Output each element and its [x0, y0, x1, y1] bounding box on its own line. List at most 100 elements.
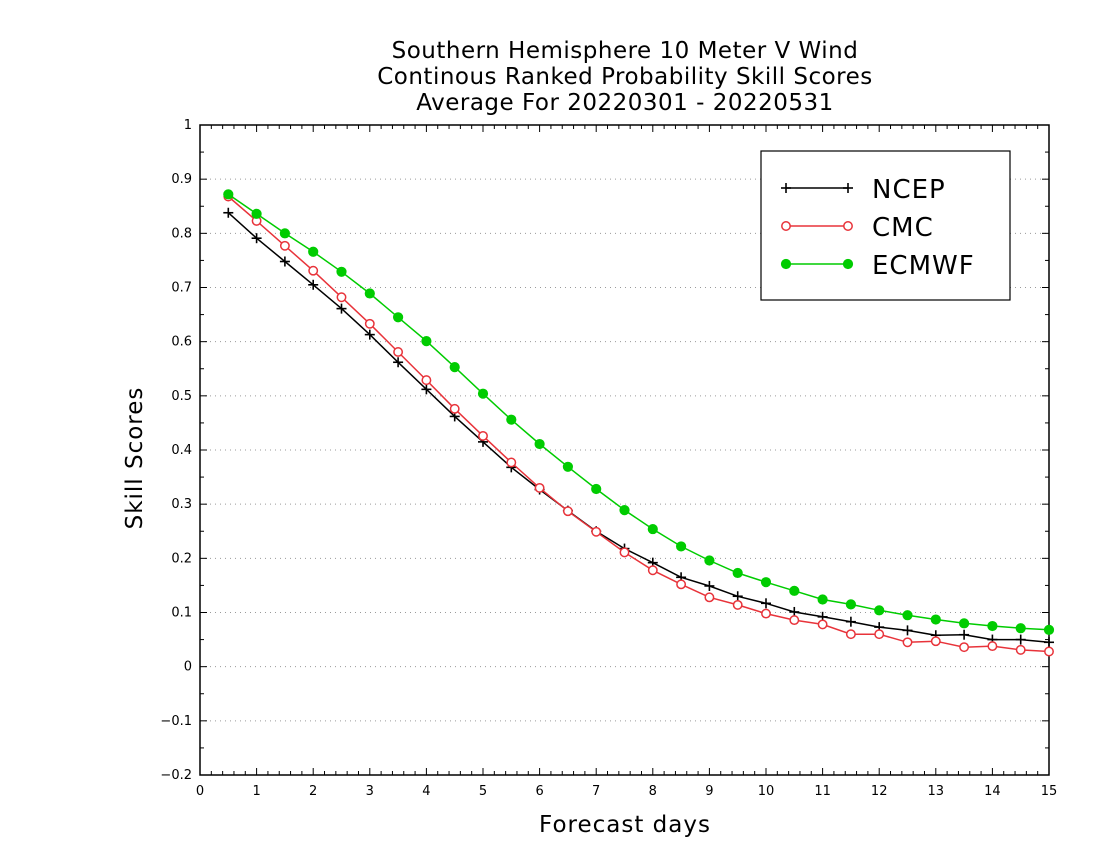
legend-marker-ncep	[781, 183, 791, 193]
y-tick-label: 0.3	[171, 497, 192, 512]
data-point-cmc	[761, 608, 771, 619]
legend-item-cmc: CMC	[781, 213, 934, 243]
legend-item-ecmwf: ECMWF	[780, 251, 975, 281]
x-tick-label: 8	[649, 784, 657, 799]
data-point-ecmwf	[534, 438, 545, 450]
data-point-ecmwf	[591, 483, 602, 495]
data-point-cmc	[902, 637, 913, 648]
data-point-ecmwf	[308, 246, 319, 257]
x-tick-label: 14	[984, 784, 1001, 799]
x-tick-label: 2	[309, 784, 317, 799]
data-point-ncep	[761, 598, 771, 609]
data-point-ncep	[421, 384, 432, 395]
data-point-ecmwf	[845, 599, 857, 610]
x-tick-label: 15	[1041, 784, 1058, 799]
legend-marker-cmc	[843, 221, 853, 231]
data-point-cmc	[789, 615, 800, 626]
y-tick-label: 0.1	[171, 606, 192, 621]
x-tick-label: 12	[871, 784, 888, 799]
data-point-cmc	[1015, 644, 1026, 655]
x-tick-label: 5	[479, 784, 487, 799]
legend-label-cmc: CMC	[872, 213, 934, 243]
data-point-cmc	[676, 579, 687, 590]
series-layer	[223, 189, 1055, 657]
legend-label-ecmwf: ECMWF	[872, 251, 975, 281]
series-ecmwf	[223, 189, 1055, 635]
data-point-cmc	[1044, 646, 1054, 657]
axes: −0.2 −0.1 0 0.1 0.2 0.3 0.4 0.5 0.6 0.7 0.8 0.9 1 0 1 2…	[160, 118, 1057, 799]
y-tick-label: 0.4	[171, 443, 192, 458]
series-line-ncep	[227, 212, 1050, 644]
y-tick-label: 0.9	[171, 172, 192, 187]
data-point-ecmwf	[1015, 623, 1026, 634]
y-tick-label: −0.2	[160, 768, 192, 783]
data-point-ncep	[959, 629, 970, 640]
data-point-ncep	[364, 329, 375, 340]
data-point-ncep	[704, 580, 715, 591]
x-tick-label: 11	[814, 784, 831, 799]
data-point-ncep	[902, 625, 913, 636]
data-point-cmc	[704, 592, 715, 603]
y-tick-label: 0.7	[171, 281, 192, 296]
legend-marker-ecmwf	[780, 258, 792, 270]
y-tick-label: 0.2	[171, 551, 192, 566]
legend-marker-ecmwf	[842, 258, 854, 270]
y-tick-label: 0.5	[171, 389, 192, 404]
data-point-ecmwf	[619, 505, 630, 516]
data-point-ecmwf	[817, 594, 828, 605]
chart-title-line-2: Continous Ranked Probability Skill Score…	[377, 64, 873, 90]
data-point-ncep	[1044, 637, 1054, 648]
data-point-ecmwf	[336, 266, 347, 277]
x-tick-label: 9	[705, 784, 713, 799]
data-point-ecmwf	[789, 585, 800, 596]
data-point-ecmwf	[506, 414, 517, 425]
x-tick-label: 4	[422, 784, 430, 799]
data-point-cmc	[421, 375, 432, 386]
data-point-ecmwf	[223, 189, 234, 200]
data-point-cmc	[534, 482, 545, 493]
data-point-cmc	[845, 629, 856, 640]
chart-title-line-1: Southern Hemisphere 10 Meter V Wind	[391, 38, 859, 64]
x-tick-label: 3	[366, 784, 374, 799]
data-point-cmc	[959, 642, 970, 653]
data-point-ecmwf	[364, 288, 375, 299]
data-point-ecmwf	[874, 605, 885, 616]
data-point-ncep	[279, 256, 290, 267]
data-point-ncep	[251, 233, 262, 244]
legend-marker-cmc	[781, 221, 791, 231]
data-point-ecmwf	[562, 461, 574, 472]
data-point-ecmwf	[393, 312, 404, 323]
data-point-cmc	[647, 565, 658, 576]
data-point-cmc	[732, 599, 743, 610]
legend-item-ncep: NCEP	[781, 175, 945, 205]
y-tick-label: −0.1	[160, 714, 192, 729]
y-tick-label: 0.8	[171, 226, 192, 241]
data-point-ecmwf	[477, 388, 489, 399]
x-tick-label: 7	[592, 784, 600, 799]
data-point-cmc	[874, 629, 885, 640]
data-point-ncep	[308, 279, 319, 290]
data-point-cmc	[591, 526, 602, 537]
series-cmc	[223, 191, 1054, 657]
data-point-cmc	[619, 547, 630, 558]
data-point-ecmwf	[760, 577, 772, 588]
data-point-cmc	[364, 318, 375, 329]
x-tick-label: 0	[196, 784, 204, 799]
y-tick-label: 0	[184, 660, 192, 675]
data-point-ncep	[393, 357, 404, 368]
data-point-cmc	[308, 265, 319, 276]
data-point-ecmwf	[704, 555, 715, 566]
data-point-ncep	[223, 207, 234, 218]
x-tick-label: 13	[928, 784, 945, 799]
data-point-cmc	[393, 347, 404, 357]
data-point-ecmwf	[1043, 624, 1055, 635]
data-point-cmc	[478, 430, 488, 441]
data-point-ncep	[845, 616, 856, 627]
data-point-ecmwf	[279, 228, 290, 239]
y-tick-label: 0.6	[171, 335, 192, 350]
data-point-ecmwf	[421, 336, 432, 347]
data-point-ecmwf	[251, 208, 262, 219]
x-tick-label: 1	[252, 784, 260, 799]
data-point-cmc	[449, 403, 460, 414]
data-point-ecmwf	[959, 618, 970, 629]
